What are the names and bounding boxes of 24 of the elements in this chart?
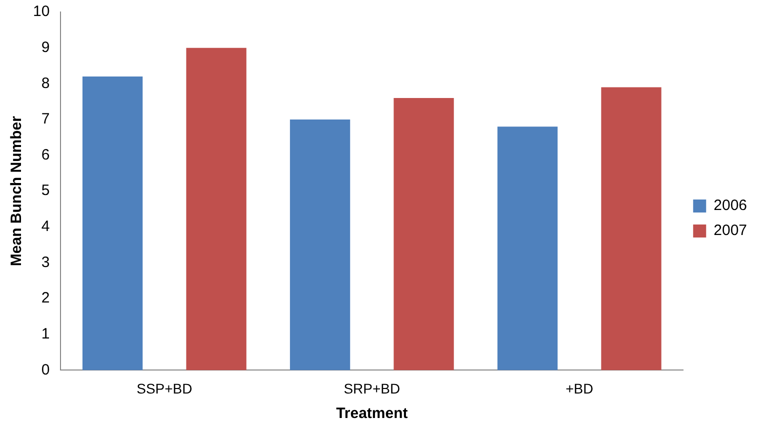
bar — [497, 126, 558, 370]
y-tick-label: 0 — [41, 361, 50, 378]
bar — [82, 76, 143, 370]
bar — [186, 48, 246, 370]
y-tick-label: 7 — [41, 110, 50, 128]
y-tick-label: 4 — [41, 218, 50, 236]
legend-label: 2007 — [714, 222, 748, 240]
y-tick-label: 5 — [41, 182, 50, 200]
y-axis-title: Mean Bunch Number — [8, 116, 26, 266]
y-tick-label: 6 — [41, 146, 50, 164]
y-tick-label: 10 — [32, 3, 50, 20]
x-tick-label: SSP+BD — [136, 380, 192, 396]
legend-label: 2006 — [714, 197, 748, 214]
bar — [601, 87, 662, 370]
y-tick-label: 2 — [41, 290, 50, 307]
x-axis-title: Treatment — [336, 405, 408, 422]
y-tick-label: 9 — [41, 38, 50, 56]
x-tick-label: SRP+BD — [344, 380, 400, 396]
y-tick-label: 8 — [41, 74, 50, 92]
x-tick-label: +BD — [566, 380, 594, 396]
y-tick-label: 3 — [41, 254, 50, 271]
bar — [290, 119, 350, 370]
y-tick-label: 1 — [41, 326, 50, 343]
bar — [394, 98, 454, 370]
